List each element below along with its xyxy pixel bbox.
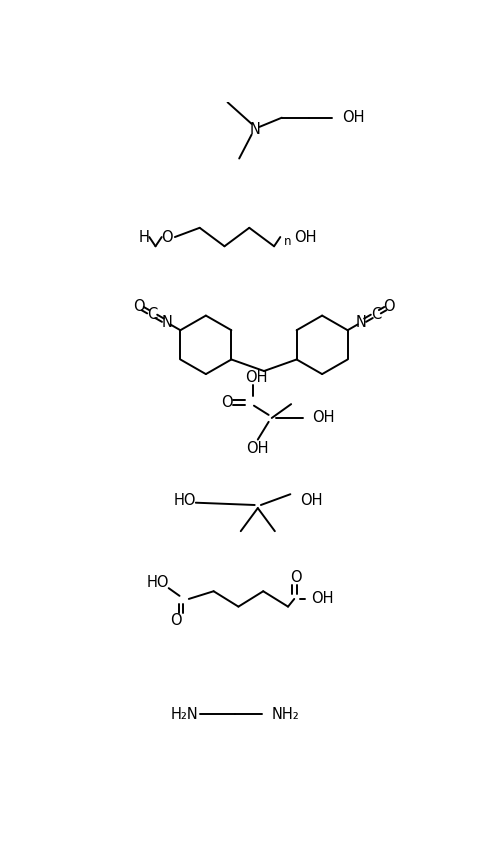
Text: N: N: [250, 122, 260, 137]
Text: n: n: [284, 235, 292, 248]
Text: H₂N: H₂N: [170, 707, 198, 722]
Text: O: O: [170, 613, 182, 628]
Text: OH: OH: [294, 229, 316, 244]
Text: N: N: [356, 315, 366, 330]
Text: OH: OH: [312, 410, 334, 426]
Text: H: H: [138, 229, 149, 244]
Text: HO: HO: [146, 574, 169, 590]
Text: O: O: [384, 299, 395, 314]
Text: O: O: [162, 229, 173, 244]
Text: OH: OH: [312, 591, 334, 607]
Text: OH: OH: [245, 371, 268, 386]
Text: OH: OH: [300, 493, 323, 508]
Text: O: O: [290, 570, 302, 585]
Text: NH₂: NH₂: [272, 707, 299, 722]
Text: OH: OH: [246, 442, 269, 456]
Text: O: O: [133, 299, 144, 314]
Text: O: O: [221, 395, 232, 410]
Text: C: C: [370, 306, 381, 321]
Text: N: N: [162, 315, 172, 330]
Text: C: C: [147, 306, 158, 321]
Text: HO: HO: [174, 493, 196, 508]
Text: OH: OH: [342, 110, 365, 125]
